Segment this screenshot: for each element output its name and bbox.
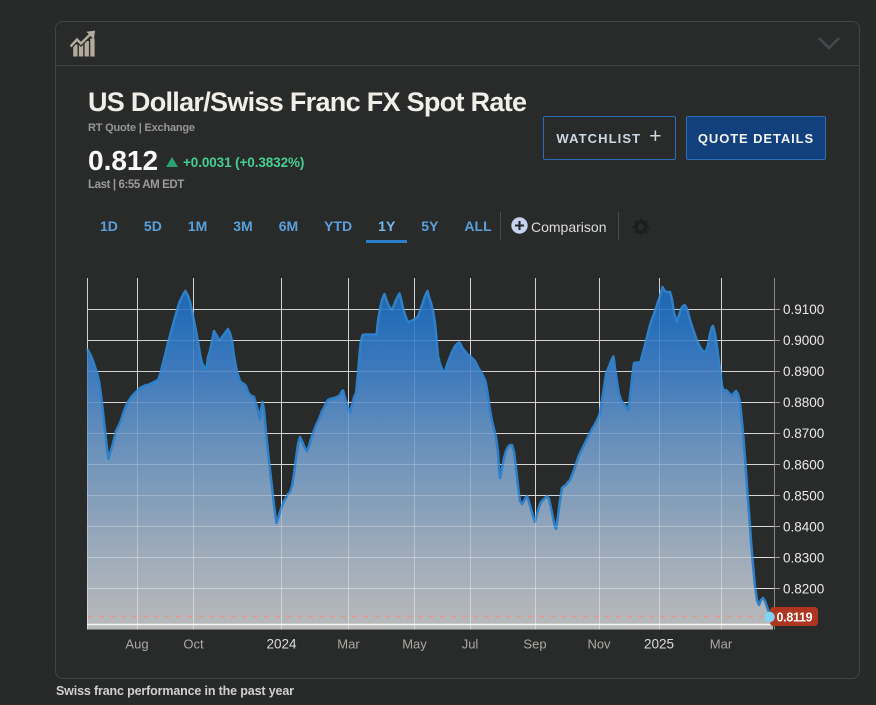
svg-text:Nov: Nov	[587, 637, 611, 652]
svg-text:Aug: Aug	[125, 637, 148, 652]
svg-text:Mar: Mar	[337, 637, 360, 652]
svg-text:0.8400: 0.8400	[783, 519, 824, 534]
svg-text:2025: 2025	[644, 637, 674, 652]
svg-text:Mar: Mar	[710, 637, 733, 652]
svg-text:2024: 2024	[266, 637, 297, 652]
svg-text:0.8800: 0.8800	[783, 395, 824, 410]
svg-text:0.8700: 0.8700	[783, 426, 824, 441]
svg-text:0.9000: 0.9000	[783, 333, 824, 348]
svg-text:Jul: Jul	[462, 637, 479, 652]
svg-text:May: May	[402, 637, 427, 652]
svg-text:0.8300: 0.8300	[783, 550, 824, 565]
svg-text:0.8600: 0.8600	[783, 457, 824, 472]
svg-text:0.8200: 0.8200	[783, 581, 824, 596]
svg-text:0.8500: 0.8500	[783, 488, 824, 503]
svg-text:Oct: Oct	[183, 637, 204, 652]
svg-text:0.9100: 0.9100	[783, 302, 824, 317]
svg-text:0.8119: 0.8119	[777, 611, 813, 625]
svg-text:0.8900: 0.8900	[783, 364, 824, 379]
svg-text:Sep: Sep	[523, 637, 546, 652]
